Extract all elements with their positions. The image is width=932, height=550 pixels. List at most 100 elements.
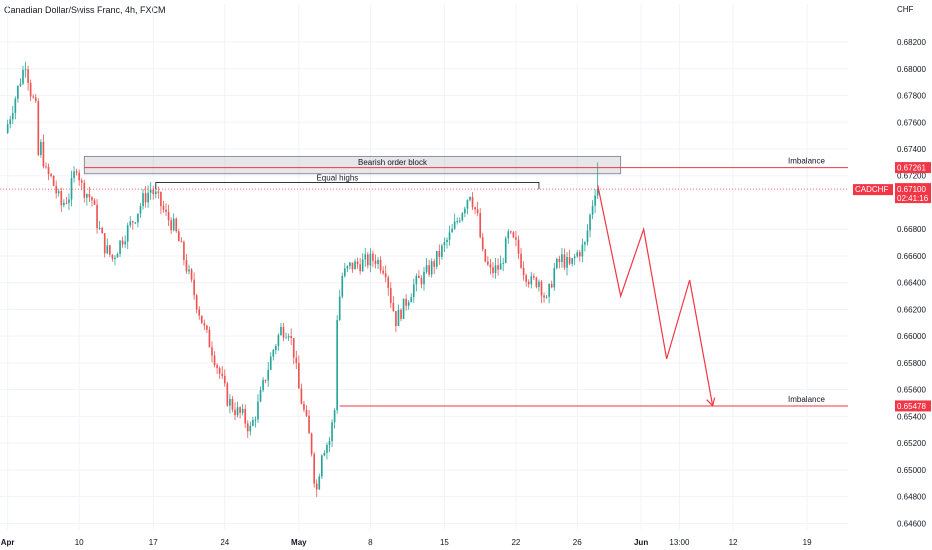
candle-body (517, 239, 520, 254)
candle (45, 162, 47, 169)
candle (17, 85, 19, 103)
candle-body (545, 296, 548, 298)
candle-body (188, 269, 190, 272)
candle (149, 182, 152, 200)
candle-body (218, 368, 221, 374)
candle (308, 410, 310, 434)
candle-body (262, 379, 264, 391)
y-tick-label: 0.67800 (897, 92, 926, 101)
candle-body (533, 276, 535, 278)
candle-body (418, 275, 420, 279)
candle-body (441, 245, 443, 257)
candle (167, 204, 170, 227)
symbol-tag: CADCHF (853, 184, 893, 196)
y-tick-label: 0.64600 (897, 519, 926, 528)
candle (351, 262, 354, 273)
candle (310, 432, 313, 457)
candle (558, 255, 561, 269)
candle (6, 119, 9, 134)
candle-body (461, 213, 464, 221)
x-tick-label: 24 (220, 538, 229, 547)
candle-body (216, 365, 218, 369)
candle-body (346, 266, 349, 269)
candle (453, 213, 456, 230)
candle-body (37, 101, 40, 155)
candle (328, 436, 331, 453)
candle (236, 401, 239, 418)
candle (298, 355, 300, 389)
candle (218, 366, 221, 379)
candle (591, 200, 594, 220)
candle-body (106, 245, 109, 254)
candle-body (55, 185, 58, 194)
candle (430, 258, 433, 278)
candle (507, 229, 510, 244)
candle (545, 295, 548, 299)
price-tag-imbalance-top-bg (895, 162, 931, 174)
candle (272, 348, 275, 361)
candle (361, 253, 364, 272)
candle-body (165, 209, 167, 212)
candle-body (68, 199, 70, 204)
candle-series (6, 61, 599, 497)
projection-path[interactable] (597, 184, 714, 406)
candle-body (433, 261, 436, 267)
candle (252, 416, 254, 427)
candle-body (395, 311, 397, 326)
equal-highs-line[interactable] (155, 182, 540, 190)
candle (223, 369, 226, 387)
candle-body (576, 252, 579, 257)
bearish-order-block[interactable] (83, 155, 622, 175)
candle (275, 343, 277, 355)
candle (277, 333, 280, 351)
candle (221, 366, 224, 379)
candle (476, 201, 479, 217)
candle (563, 248, 566, 270)
candle-body (331, 422, 333, 442)
candle-body (415, 275, 418, 285)
candle-body (88, 194, 91, 198)
candle (188, 264, 190, 275)
symbol-tag-bg (853, 184, 893, 196)
candle (60, 187, 63, 212)
candle (183, 240, 185, 266)
candle-body (535, 277, 538, 287)
candle-body (326, 444, 328, 453)
candle-body (175, 218, 178, 232)
x-tick-label: 13:00 (669, 538, 690, 547)
candle (285, 332, 287, 339)
candle-body (24, 69, 27, 71)
candle-body (70, 178, 73, 200)
y-tick-label: 0.65000 (897, 466, 926, 475)
candle (300, 383, 303, 405)
y-axis: CHF 0.68200 0.68000 0.67800 0.67600 0.67400 0.… (853, 5, 931, 528)
candle-body (185, 259, 188, 272)
candle-body (328, 441, 331, 445)
candle (246, 420, 249, 438)
candle-body (384, 273, 387, 278)
candle (172, 213, 175, 232)
chart-title: Canadian Dollar/Swiss Franc, 4h, FXCM (4, 5, 166, 15)
candle (80, 178, 83, 191)
candle-body (538, 281, 540, 287)
y-tick-label: 0.64800 (897, 493, 926, 502)
candle (341, 272, 344, 299)
candle (315, 479, 318, 497)
candle (397, 304, 400, 327)
candle (203, 319, 206, 331)
candle-body (126, 225, 129, 242)
candle (407, 300, 410, 310)
candle-body (32, 96, 35, 98)
candle-body (354, 261, 356, 270)
candle (280, 322, 282, 336)
candle-body (438, 251, 441, 257)
candle (68, 193, 70, 211)
candle-body (157, 191, 160, 193)
candle-body (213, 355, 216, 366)
candle (520, 247, 522, 270)
candle-body (285, 337, 287, 339)
candle-body (571, 258, 573, 264)
